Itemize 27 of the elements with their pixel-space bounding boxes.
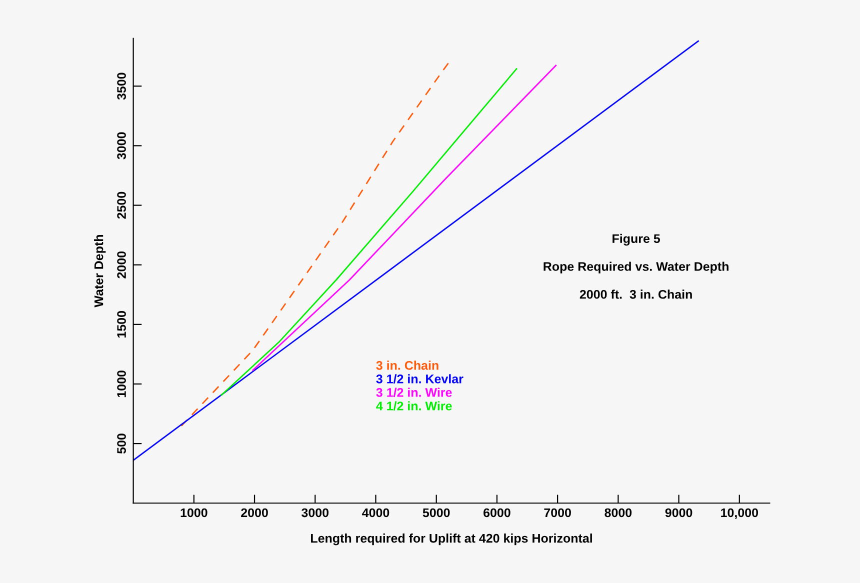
x-tick-label: 6000 bbox=[484, 508, 510, 518]
y-axis-title: Water Depth bbox=[94, 235, 106, 308]
x-tick-label: 8000 bbox=[604, 508, 632, 518]
x-axis-title: Length required for Uplift at 420 kips Horizontal bbox=[311, 534, 592, 546]
text: 3 in. Chain bbox=[376, 360, 438, 370]
x-tick-label: 5000 bbox=[422, 508, 450, 518]
annotation: Rope Required vs. Water Depth bbox=[544, 262, 728, 274]
x-tick-label: 9000 bbox=[665, 508, 692, 518]
x-tick-label: 2000 bbox=[241, 508, 268, 518]
y-tick-label: 3500 bbox=[117, 72, 126, 100]
x-tick-label: 7000 bbox=[544, 508, 571, 518]
y-tick-label: 3000 bbox=[117, 132, 126, 160]
annotation: 2000 ft. 3 in. Chain bbox=[580, 290, 692, 299]
annotation: Figure 5 bbox=[612, 234, 660, 246]
x-tick-label: 1000 bbox=[180, 508, 208, 518]
text: 4 1/2 in. Wire bbox=[376, 401, 452, 411]
y-tick-label: 1000 bbox=[117, 370, 126, 398]
y-tick-label: 500 bbox=[117, 434, 126, 454]
line-series bbox=[220, 68, 518, 396]
y-tick-label: 1500 bbox=[117, 311, 126, 338]
x-tick-label: 10,000 bbox=[721, 508, 758, 519]
y-tick-label: 2000 bbox=[117, 251, 126, 278]
text: 3 1/2 in. Wire bbox=[376, 388, 452, 398]
x-tick-label: 4000 bbox=[362, 508, 390, 518]
text: 3 1/2 in. Kevlar bbox=[376, 374, 464, 384]
x-tick-label: 3000 bbox=[302, 508, 329, 518]
y-tick-label: 2500 bbox=[117, 192, 126, 219]
